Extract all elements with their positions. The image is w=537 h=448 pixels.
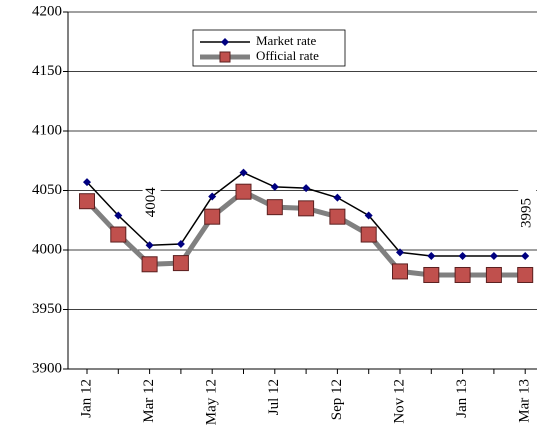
marker: [239, 168, 248, 177]
marker: [110, 226, 127, 243]
marker: [235, 183, 252, 200]
x-tick-label: May 12: [204, 379, 220, 425]
marker: [458, 251, 467, 260]
marker: [79, 193, 95, 210]
x-tick-label: Mar 13: [517, 379, 533, 423]
marker: [83, 178, 91, 187]
y-tick-label: 3900: [32, 360, 62, 376]
marker: [329, 208, 346, 225]
data-label: 3995: [519, 198, 535, 228]
marker: [172, 255, 189, 272]
marker: [364, 211, 373, 220]
marker: [302, 184, 311, 193]
label-bg: [518, 177, 537, 228]
x-tick-label: Sep 12: [329, 379, 345, 420]
marker: [114, 211, 123, 220]
marker: [204, 208, 221, 225]
x-tick-label: Mar 12: [141, 379, 157, 423]
y-tick-label: 4200: [32, 3, 62, 19]
marker: [266, 199, 283, 216]
y-tick-label: 4000: [32, 241, 62, 257]
marker: [454, 266, 471, 283]
y-tick-label: 3950: [32, 301, 62, 317]
y-tick-label: 4150: [32, 63, 62, 79]
legend-box: [192, 29, 346, 67]
x-tick-label: Jul 12: [266, 379, 282, 415]
marker: [141, 256, 158, 273]
marker: [517, 266, 534, 283]
marker: [208, 192, 217, 201]
marker: [298, 200, 315, 217]
marker: [392, 263, 408, 280]
marker: [427, 251, 436, 260]
marker: [360, 226, 377, 243]
marker: [423, 266, 440, 283]
marker: [219, 51, 231, 63]
legend-label: Market rate: [256, 33, 317, 48]
y-tick-label: 4050: [32, 182, 62, 198]
marker: [270, 182, 279, 191]
x-tick-label: Jan 12: [78, 379, 94, 418]
marker: [485, 266, 502, 283]
marker: [176, 240, 185, 249]
marker: [333, 193, 342, 202]
marker: [521, 251, 530, 260]
data-label: 4004: [143, 187, 159, 218]
marker: [221, 38, 229, 46]
legend-label: Official rate: [256, 48, 319, 63]
marker: [145, 241, 154, 250]
marker: [489, 251, 498, 260]
y-tick-label: 4100: [32, 122, 62, 138]
marker: [396, 248, 404, 257]
label-bg: [142, 167, 161, 218]
x-tick-label: Nov 12: [391, 379, 407, 424]
x-tick-label: Jan 13: [454, 379, 470, 418]
